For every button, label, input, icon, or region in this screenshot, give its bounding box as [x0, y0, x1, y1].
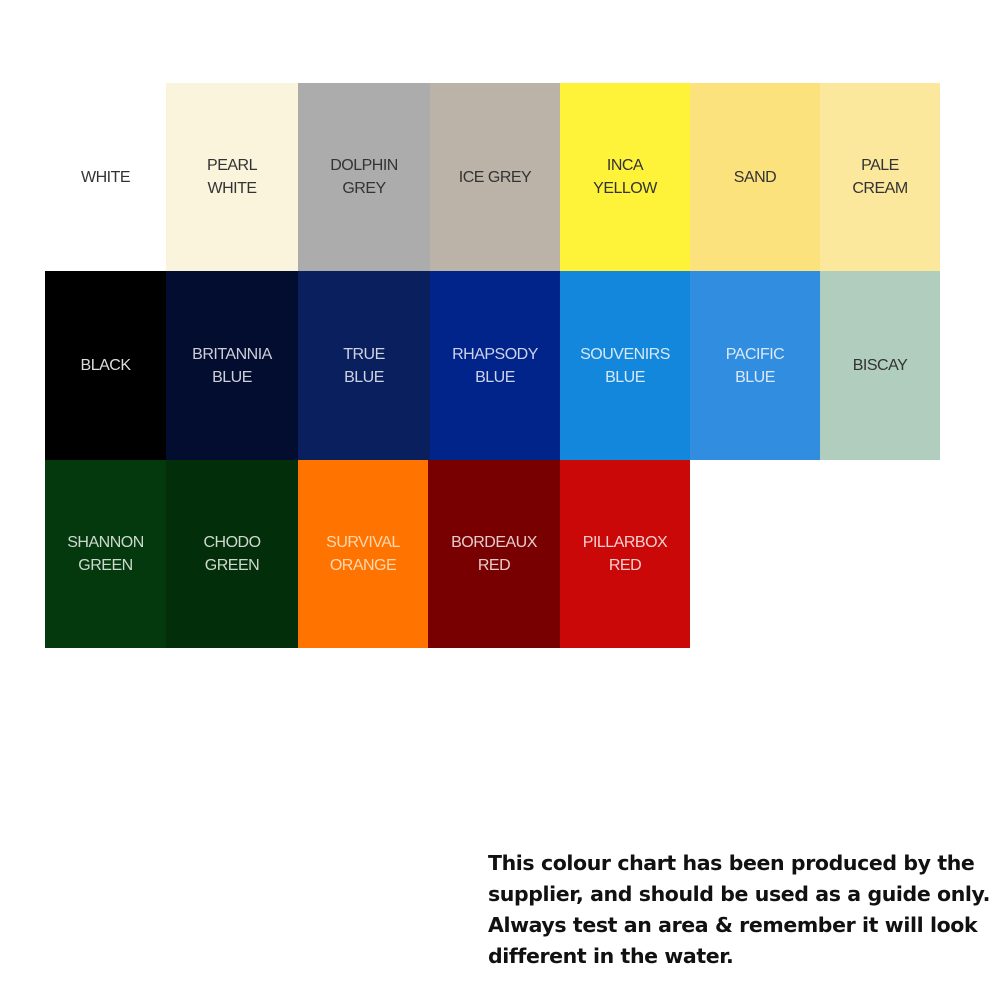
colour-swatch: RHAPSODY BLUE [430, 271, 560, 460]
colour-swatch: BLACK [45, 271, 166, 460]
swatch-label: BORDEAUX RED [451, 534, 537, 574]
colour-swatch: DOLPHIN GREY [298, 83, 430, 271]
colour-swatch: BORDEAUX RED [428, 460, 560, 648]
swatch-label: SURVIVAL ORANGE [326, 534, 400, 574]
colour-swatch: PACIFIC BLUE [690, 271, 820, 460]
swatch-label: PEARL WHITE [207, 157, 257, 197]
swatch-label: SOUVENIRS BLUE [580, 345, 670, 386]
swatch-label: PILLARBOX RED [582, 534, 668, 574]
colour-swatch: CHODO GREEN [166, 460, 298, 648]
swatch-label: ICE GREY [458, 168, 532, 186]
colour-swatch: TRUE BLUE [298, 271, 430, 460]
swatch-label: PALE CREAM [852, 157, 908, 197]
colour-swatch: PEARL WHITE [166, 83, 298, 271]
colour-swatch: PILLARBOX RED [560, 460, 690, 648]
colour-swatch: SAND [690, 83, 820, 271]
swatch-label: BLACK [80, 357, 131, 374]
swatch-label: BRITANNIA BLUE [192, 345, 272, 386]
colour-swatch: WHITE [45, 83, 166, 271]
colour-swatch: SURVIVAL ORANGE [298, 460, 428, 648]
swatch-label: DOLPHIN GREY [330, 157, 398, 197]
swatch-label: RHAPSODY BLUE [452, 345, 538, 386]
swatch-label: SHANNON GREEN [67, 534, 144, 574]
swatch-label: INCA YELLOW [593, 157, 657, 197]
colour-swatch: ICE GREY [430, 83, 560, 271]
disclaimer-text: This colour chart has been produced by t… [488, 851, 991, 968]
swatch-label: TRUE BLUE [343, 345, 385, 386]
colour-swatch: SHANNON GREEN [45, 460, 166, 648]
swatch-label: BISCAY [852, 357, 908, 374]
colour-swatch: INCA YELLOW [560, 83, 690, 271]
colour-swatch: PALE CREAM [820, 83, 940, 271]
swatch-label: PACIFIC BLUE [725, 345, 785, 386]
swatch-label: SAND [733, 168, 777, 186]
colour-swatch: SOUVENIRS BLUE [560, 271, 690, 460]
swatch-label: WHITE [80, 168, 131, 186]
colour-swatch: BRITANNIA BLUE [166, 271, 298, 460]
swatch-label: CHODO GREEN [203, 534, 261, 574]
colour-swatch: BISCAY [820, 271, 940, 460]
